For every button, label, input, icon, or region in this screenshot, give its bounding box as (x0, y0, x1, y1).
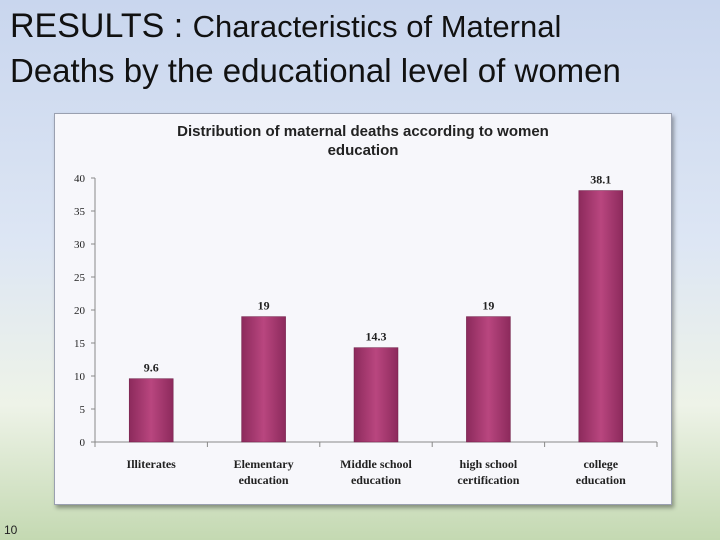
data-label: 19 (258, 299, 270, 313)
x-category-label: education (351, 473, 401, 487)
x-category-label: certification (457, 473, 519, 487)
title-part-results: RESULTS : (10, 7, 193, 45)
y-tick-label: 35 (74, 206, 86, 218)
data-label: 9.6 (144, 361, 159, 375)
title-part-characteristics: Characteristics of Maternal (192, 9, 562, 44)
y-tick-label: 20 (74, 305, 86, 317)
y-tick-label: 15 (74, 338, 86, 350)
chart-title-line-2: education (327, 142, 399, 159)
bar (578, 190, 624, 443)
bar (466, 316, 511, 443)
data-label: 14.3 (366, 330, 387, 344)
y-tick-label: 30 (74, 239, 86, 251)
x-category-label: education (239, 473, 289, 487)
y-tick-label: 10 (74, 371, 86, 383)
x-category-label: Elementary (234, 457, 294, 471)
bar-chart: 0 5 10 15 20 25 30 35 40 9.6 Illiterates 19 Elementa… (74, 173, 658, 487)
slide-title: RESULTS : Characteristics of Maternal De… (10, 4, 710, 93)
y-tick-label: 25 (74, 272, 86, 284)
x-category-label: Illiterates (127, 457, 177, 471)
data-label: 19 (482, 299, 494, 313)
bar (353, 347, 399, 443)
x-category-label: high school (460, 457, 518, 471)
chart-title: Distribution of maternal deaths accordin… (55, 122, 671, 160)
x-category-label: education (576, 473, 626, 487)
bar (128, 378, 174, 443)
data-label: 38.1 (590, 173, 611, 187)
x-category-label: Middle school (340, 457, 412, 471)
chart-title-line-1: Distribution of maternal deaths accordin… (177, 123, 549, 140)
y-tick-label: 5 (80, 404, 86, 416)
y-tick-label: 0 (80, 437, 86, 449)
bar (241, 316, 286, 443)
y-tick-label: 40 (74, 173, 86, 185)
chart-panel: Distribution of maternal deaths accordin… (54, 113, 672, 505)
x-category-label: college (583, 457, 618, 471)
slide-number: 10 (4, 523, 18, 537)
title-line-2: Deaths by the educational level of women (10, 52, 621, 89)
